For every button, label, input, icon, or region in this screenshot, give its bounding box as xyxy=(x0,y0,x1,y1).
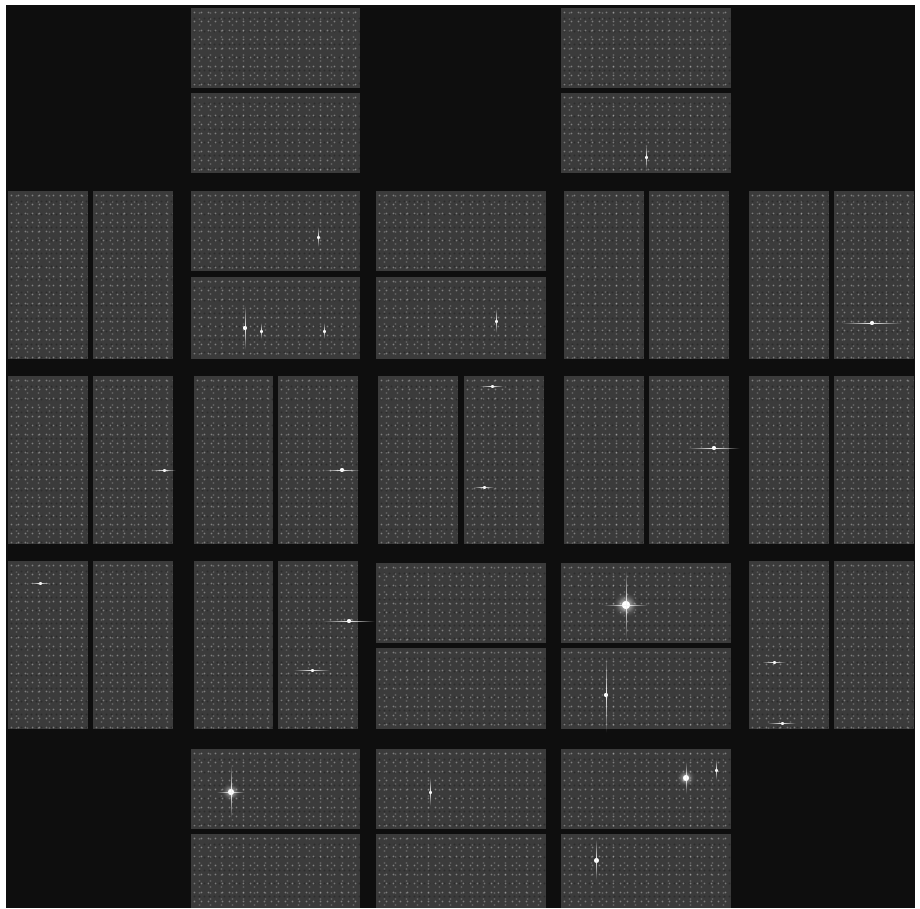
ccd-chip xyxy=(191,749,360,829)
ccd-chip xyxy=(561,563,731,643)
ccd-chip xyxy=(278,561,358,729)
ccd-chip xyxy=(8,376,88,544)
ccd-chip xyxy=(834,191,914,359)
ccd-chip xyxy=(93,191,173,359)
ccd-chip xyxy=(649,191,729,359)
ccd-chip xyxy=(564,191,644,359)
ccd-chip xyxy=(561,749,731,829)
ccd-chip xyxy=(376,277,546,359)
ccd-chip xyxy=(561,834,731,908)
ccd-chip xyxy=(278,376,358,544)
ccd-chip xyxy=(191,8,360,88)
ccd-chip xyxy=(376,834,546,908)
ccd-chip xyxy=(93,376,173,544)
ccd-chip xyxy=(749,561,829,729)
ccd-chip xyxy=(93,561,173,729)
ccd-chip xyxy=(464,376,544,544)
ccd-chip xyxy=(749,191,829,359)
ccd-chip xyxy=(378,376,458,544)
ccd-chip xyxy=(376,648,546,729)
ccd-chip xyxy=(834,561,914,729)
ccd-chip xyxy=(191,834,360,908)
ccd-chip xyxy=(8,561,88,729)
ccd-chip xyxy=(376,749,546,829)
ccd-chip xyxy=(191,277,360,359)
ccd-mosaic xyxy=(6,5,915,908)
ccd-chip xyxy=(8,191,88,359)
ccd-chip xyxy=(649,376,729,544)
ccd-chip xyxy=(194,376,273,544)
ccd-chip xyxy=(561,93,731,173)
ccd-chip xyxy=(191,93,360,173)
ccd-chip xyxy=(561,8,731,88)
ccd-chip xyxy=(376,563,546,643)
ccd-chip xyxy=(194,561,273,729)
ccd-chip xyxy=(564,376,644,544)
ccd-chip xyxy=(191,191,360,271)
ccd-chip xyxy=(376,191,546,271)
ccd-chip xyxy=(749,376,829,544)
ccd-chip xyxy=(561,648,731,729)
ccd-chip xyxy=(834,376,914,544)
